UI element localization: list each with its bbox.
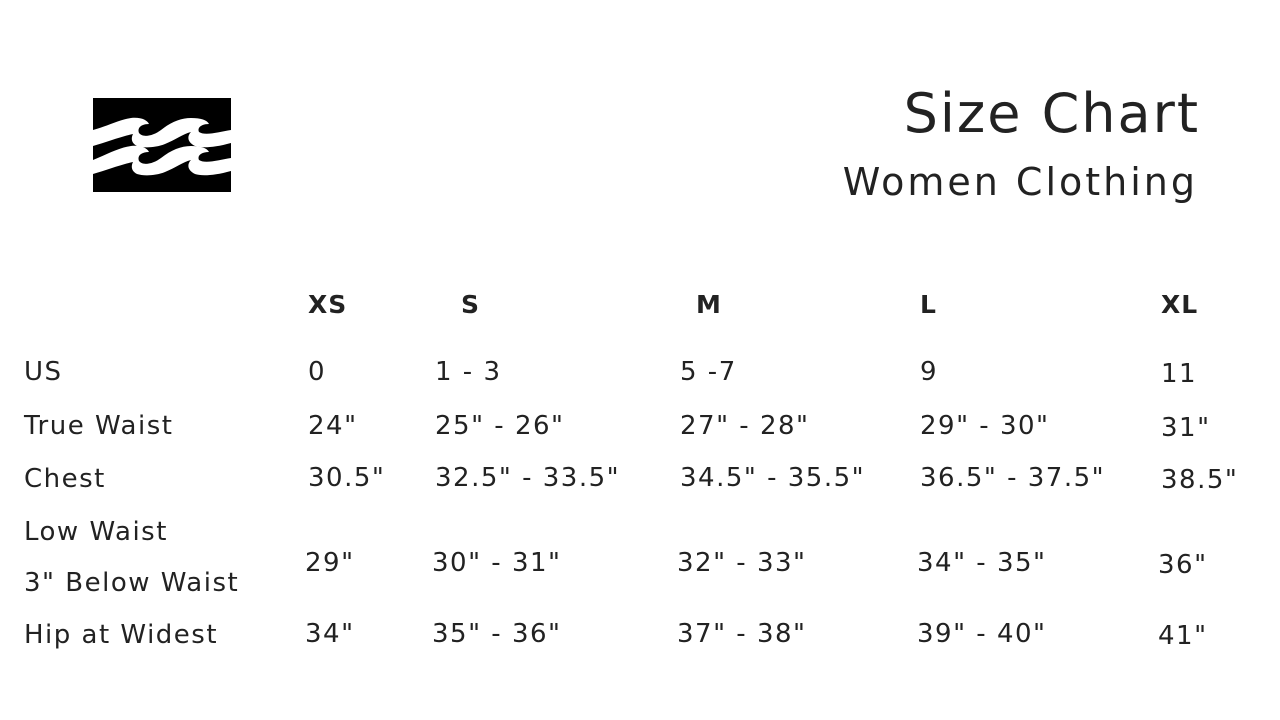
cell: 37" - 38" <box>677 619 807 649</box>
cell: 41" <box>1158 621 1208 651</box>
row-label-low-waist: Low Waist <box>24 517 168 547</box>
cell: 24" <box>308 411 358 441</box>
column-header-xs: XS <box>308 290 348 319</box>
cell: 34" <box>305 619 355 649</box>
cell: 1 - 3 <box>435 357 502 387</box>
cell: 34.5" - 35.5" <box>680 463 866 493</box>
cell: 30" - 31" <box>432 548 562 578</box>
cell: 34" - 35" <box>917 548 1047 578</box>
page-subtitle: Women Clothing <box>842 160 1198 204</box>
row-label-low-waist-note: 3" Below Waist <box>24 568 240 598</box>
column-header-l: L <box>920 290 937 319</box>
cell: 31" <box>1161 413 1211 443</box>
cell: 32.5" - 33.5" <box>435 463 621 493</box>
column-header-m: M <box>696 290 722 319</box>
cell: 32" - 33" <box>677 548 807 578</box>
cell: 29" - 30" <box>920 411 1050 441</box>
cell: 35" - 36" <box>432 619 562 649</box>
row-label-us: US <box>24 357 63 387</box>
wave-logo <box>93 98 231 192</box>
cell: 36.5" - 37.5" <box>920 463 1106 493</box>
row-label-chest: Chest <box>24 464 106 494</box>
cell: 39" - 40" <box>917 619 1047 649</box>
cell: 27" - 28" <box>680 411 810 441</box>
row-label-hip: Hip at Widest <box>24 620 219 650</box>
cell: 9 <box>920 357 939 387</box>
cell: 11 <box>1161 359 1198 389</box>
row-label-true-waist: True Waist <box>24 411 174 441</box>
column-header-s: S <box>461 290 481 319</box>
cell: 25" - 26" <box>435 411 565 441</box>
cell: 29" <box>305 548 355 578</box>
cell: 5 -7 <box>680 357 737 387</box>
cell: 38.5" <box>1161 465 1239 495</box>
cell: 0 <box>308 357 327 387</box>
cell: 30.5" <box>308 463 386 493</box>
page-title: Size Chart <box>903 82 1200 145</box>
cell: 36" <box>1158 550 1208 580</box>
column-header-xl: XL <box>1161 290 1199 319</box>
